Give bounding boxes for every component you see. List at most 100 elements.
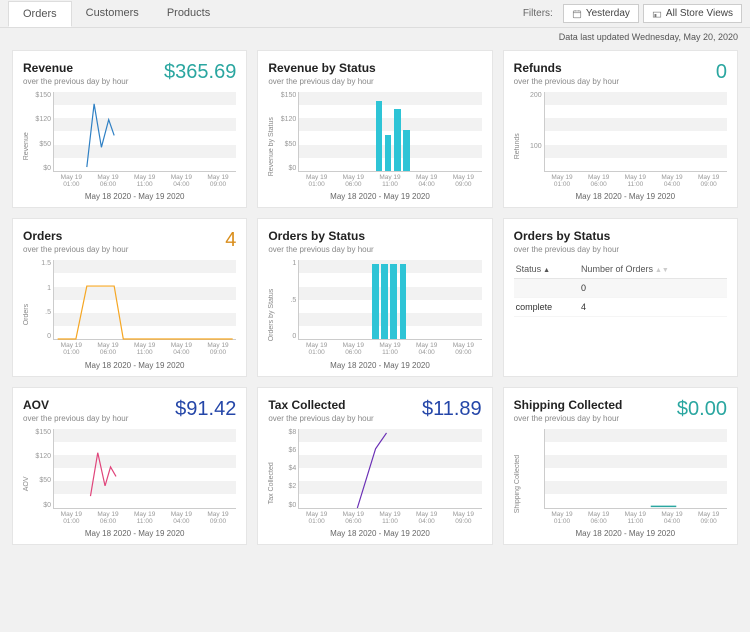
y-axis-label: Tax Collected [268,429,278,538]
last-updated: Data last updated Wednesday, May 20, 202… [0,28,750,50]
chart-plot [53,92,236,172]
chart-plot [544,429,727,509]
y-axis-label: Shipping Collected [514,429,524,538]
y-axis-label: AOV [23,429,33,538]
filter-date-button[interactable]: Yesterday [563,4,639,23]
card-value: 0 [716,61,727,84]
x-ticks: May 1901:00May 1906:00May 1911:00May 190… [53,511,236,525]
date-range: May 18 2020 - May 19 2020 [524,192,727,201]
x-ticks: May 1901:00May 1906:00May 1911:00May 190… [544,174,727,188]
chart-line [90,452,116,495]
y-axis-label: Revenue [23,92,33,201]
chart-plot [53,429,236,509]
table-cell: 4 [579,298,727,317]
card-title: Orders by Status [268,229,373,243]
card-subtitle: over the previous day by hour [514,245,619,254]
chart-plot [298,260,481,340]
chart-bar [376,101,382,171]
date-range: May 18 2020 - May 19 2020 [33,192,236,201]
card-tax-collected: Tax Collectedover the previous day by ho… [257,387,492,545]
x-ticks: May 1901:00May 1906:00May 1911:00May 190… [544,511,727,525]
y-axis-label: Revenue by Status [268,92,278,201]
y-ticks: $150$120$50$0 [33,92,53,172]
filter-scope-label: All Store Views [666,8,733,19]
table-cell: 0 [579,279,727,298]
status-table: Status▲Number of Orders▲▼0complete4 [514,260,727,317]
card-title: Shipping Collected [514,398,623,412]
card-subtitle: over the previous day by hour [23,77,128,86]
card-value: $0.00 [677,398,727,421]
y-ticks: 1.50 [278,260,298,340]
x-ticks: May 1901:00May 1906:00May 1911:00May 190… [53,174,236,188]
chart-plot [298,92,481,172]
y-axis-label: Orders by Status [268,260,278,369]
topbar: Orders Customers Products Filters: Yeste… [0,0,750,28]
card-subtitle: over the previous day by hour [514,77,619,86]
card-title: Tax Collected [268,398,373,412]
table-row: 0 [514,279,727,298]
card-subtitle: over the previous day by hour [23,245,128,254]
filter-date-label: Yesterday [586,8,630,19]
card-aov: AOVover the previous day by hour$91.42AO… [12,387,247,545]
tab-products[interactable]: Products [153,1,224,26]
sort-asc-icon: ▲ [543,267,550,274]
y-axis-label: Orders [23,260,33,369]
card-value: $365.69 [164,61,236,84]
x-ticks: May 1901:00May 1906:00May 1911:00May 190… [53,342,236,356]
card-orders: Ordersover the previous day by hour4Orde… [12,218,247,376]
chart-bar [390,264,396,339]
card-revenue-by-status: Revenue by Statusover the previous day b… [257,50,492,208]
date-range: May 18 2020 - May 19 2020 [33,361,236,370]
table-header[interactable]: Number of Orders▲▼ [579,260,727,279]
y-axis-label: Refunds [514,92,524,201]
y-ticks: 1.51.50 [33,260,53,340]
calendar-icon [572,9,582,19]
dashboard-grid: Revenue over the previous day by hour $365… [0,50,750,557]
chart-line [87,104,114,167]
date-range: May 18 2020 - May 19 2020 [278,361,481,370]
card-title: Revenue [23,61,128,75]
chart-plot [298,429,481,509]
y-ticks [524,429,544,509]
tab-orders[interactable]: Orders [8,1,72,27]
sort-icon: ▲▼ [655,267,669,274]
store-icon [652,9,662,19]
card-orders-by-status-chart: Orders by Status over the previous day by… [257,218,492,376]
x-ticks: May 1901:00May 1906:00May 1911:00May 190… [298,511,481,525]
card-shipping-collected: Shipping Collected over the previous day … [503,387,738,545]
card-value: $91.42 [175,398,236,421]
card-title: Orders by Status [514,229,619,243]
table-header[interactable]: Status▲ [514,260,579,279]
card-subtitle: over the previous day by hour [268,245,373,254]
card-revenue: Revenue over the previous day by hour $365… [12,50,247,208]
y-ticks: $150$120$50$0 [278,92,298,172]
chart-bar [372,264,378,339]
chart-plot [544,92,727,172]
table-cell: complete [514,298,579,317]
chart-bar [381,264,387,339]
card-subtitle: over the previous day by hour [514,414,623,423]
card-title: Orders [23,229,128,243]
tabs: Orders Customers Products [8,1,224,26]
date-range: May 18 2020 - May 19 2020 [524,529,727,538]
chart-bar [385,135,391,171]
y-ticks: $8$6$4$2$0 [278,429,298,509]
filter-scope-button[interactable]: All Store Views [643,4,742,23]
chart-bar [394,109,400,171]
card-subtitle: over the previous day by hour [23,414,128,423]
date-range: May 18 2020 - May 19 2020 [278,192,481,201]
filters-label: Filters: [523,8,553,19]
x-ticks: May 1901:00May 1906:00May 1911:00May 190… [298,174,481,188]
tab-customers[interactable]: Customers [72,1,153,26]
chart-bar [403,130,409,171]
y-ticks: 200100 [524,92,544,172]
card-orders-by-status-table: Orders by Status over the previous day by… [503,218,738,376]
chart-bar [400,264,406,339]
chart-plot [53,260,236,340]
card-value: $11.89 [422,398,482,421]
y-ticks: $150$120$50$0 [33,429,53,509]
x-ticks: May 1901:00May 1906:00May 1911:00May 190… [298,342,481,356]
date-range: May 18 2020 - May 19 2020 [33,529,236,538]
card-title: Revenue by Status [268,61,375,75]
chart-line [58,286,233,339]
